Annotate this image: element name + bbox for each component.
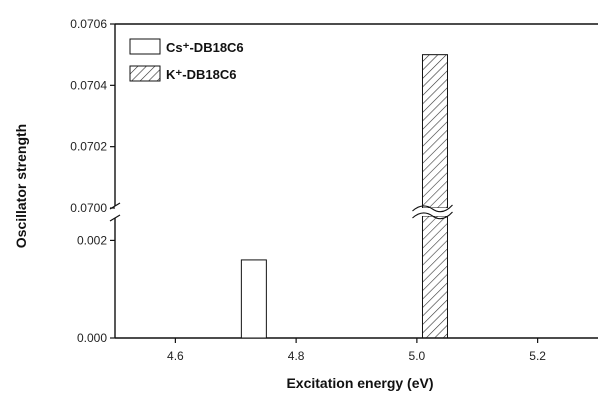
bar [421,54,448,209]
bar-break-mark [412,204,453,213]
y-tick-label: 0.0700 [70,201,107,215]
x-tick-label: 4.8 [288,349,305,363]
plot-area: 0.0700 0.0702 0.0704 0.0706 0.000 0.002 4.6 4.8… [70,17,598,363]
y-tick-label: 0.0702 [70,140,107,154]
y-tick-label: 0.0704 [70,78,107,92]
y-axis-break-mark [109,214,121,222]
x-tick-label: 4.6 [167,349,184,363]
x-axis-title: Excitation energy (eV) [286,375,433,391]
bar-break-mark [412,211,453,220]
legend-label-k-db18c6: K⁺-DB18C6 [166,67,236,82]
bar-break-gap [420,208,450,216]
y-tick-label: 0.0706 [70,17,107,31]
legend-swatch-cs-db18c6 [129,38,161,55]
legend-label-cs-db18c6: Cs⁺-DB18C6 [166,40,244,55]
y-tick-label: 0.000 [77,331,107,345]
bar [240,259,267,339]
y-axis-title: Oscillator strength [13,124,29,248]
x-tick-label: 5.0 [409,349,426,363]
legend: Cs⁺-DB18C6 K⁺-DB18C6 [129,38,244,82]
legend-swatch-k-db18c6 [129,65,161,82]
x-tick-label: 5.2 [529,349,546,363]
bar [421,215,448,339]
y-tick-label: 0.002 [77,233,107,247]
